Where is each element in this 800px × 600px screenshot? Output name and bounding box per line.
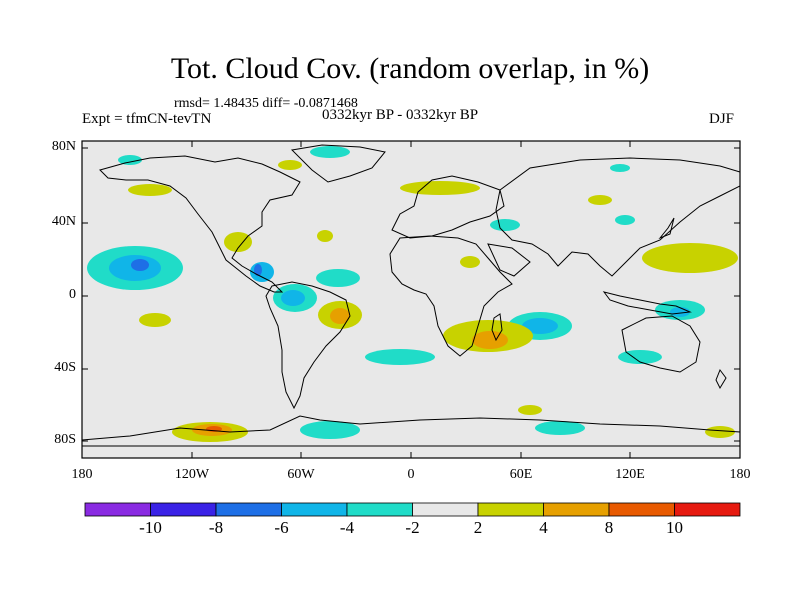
coastline-new-zealand <box>715 368 727 390</box>
anomaly-patch <box>310 146 350 158</box>
coastline-madagascar <box>491 313 503 342</box>
anomaly-patch <box>588 195 612 205</box>
anomaly-patch <box>330 308 350 324</box>
colorbar-label: 4 <box>539 518 548 537</box>
rmsd-diff-stats: rmsd= 1.48435 diff= -0.0871468 <box>174 96 358 111</box>
anomaly-patch <box>460 256 480 268</box>
coastline-japan <box>658 217 675 240</box>
map-title: Tot. Cloud Cov. (random overlap, in %) <box>170 52 650 85</box>
colorbar-label: -6 <box>274 518 289 537</box>
x-label-120w: 120W <box>174 467 210 482</box>
colorbar-bin <box>674 502 741 517</box>
axis-ticks <box>81 141 741 458</box>
colorbar-label: 8 <box>604 518 614 537</box>
x-label-120e: 120E <box>615 467 645 482</box>
colorbar-label: -4 <box>339 518 355 537</box>
anomaly-patch <box>522 318 558 334</box>
colorbar-label: 10 <box>666 518 683 537</box>
y-label-0: 0 <box>69 287 76 302</box>
anomaly-patch <box>317 230 333 242</box>
colorbar-bin <box>84 502 151 517</box>
y-label-40n: 40N <box>51 214 76 229</box>
colorbar-bin <box>412 502 479 517</box>
anomaly-patch <box>472 331 508 349</box>
colorbar-bin <box>543 502 610 517</box>
coastline-indonesia <box>602 291 692 315</box>
anomaly-patch <box>610 164 630 172</box>
coastline-australia <box>621 315 701 373</box>
colorbar <box>84 502 741 517</box>
anomaly-patch <box>224 232 252 252</box>
coastline-greenland <box>290 144 386 183</box>
colorbar-label: -10 <box>139 518 162 537</box>
anomaly-patch <box>128 184 172 196</box>
colorbar-bin <box>215 502 282 517</box>
anomaly-patch <box>705 426 735 438</box>
anomaly-patch <box>365 349 435 365</box>
anomaly-patch <box>490 219 520 231</box>
anomaly-patch <box>254 264 262 276</box>
coastline-north-america <box>99 155 301 293</box>
colorbar-bin <box>281 502 348 517</box>
colorbar-bin <box>150 502 217 517</box>
season-label: DJF <box>709 111 735 127</box>
y-label-80s: 80S <box>54 432 76 447</box>
anomaly-patch <box>118 155 142 165</box>
anomaly-patch <box>618 350 662 364</box>
anomaly-patch <box>281 290 305 306</box>
anomaly-patch <box>250 262 274 282</box>
experiment-label: Expt = tfmCN-tevTN <box>82 111 212 127</box>
colorbar-bin <box>608 502 675 517</box>
anomaly-patch <box>400 181 480 195</box>
coastline-africa <box>389 235 513 357</box>
coastline-arabia <box>487 243 531 277</box>
x-label-0: 0 <box>407 467 415 482</box>
x-label-60w: 60W <box>287 467 315 482</box>
anomaly-patch <box>131 259 149 271</box>
map-background <box>82 141 740 458</box>
colorbar-bin <box>346 502 413 517</box>
colorbar-bin <box>477 502 544 517</box>
coastline-asia <box>495 157 741 277</box>
colorbar-label: 2 <box>473 518 483 537</box>
anomaly-patch <box>300 421 360 439</box>
anomaly-patch <box>278 160 302 170</box>
anomaly-patch <box>642 243 738 273</box>
anomaly-patch <box>139 313 171 327</box>
period-label: 0332kyr BP - 0332kyr BP <box>322 107 479 123</box>
anomaly-patch <box>518 405 542 415</box>
coastline-south-america <box>265 281 351 410</box>
x-label-180e: 180 <box>729 467 751 482</box>
colorbar-label: -8 <box>208 518 224 537</box>
anomaly-patch <box>615 215 635 225</box>
colorbar-label: -2 <box>405 518 420 537</box>
anomaly-patch <box>316 269 360 287</box>
anomaly-fields <box>87 146 738 442</box>
anomaly-patch <box>535 421 585 435</box>
y-label-80n: 80N <box>51 139 76 154</box>
x-label-60e: 60E <box>509 467 533 482</box>
x-label-180w: 180 <box>71 467 93 482</box>
y-label-40s: 40S <box>54 360 76 375</box>
